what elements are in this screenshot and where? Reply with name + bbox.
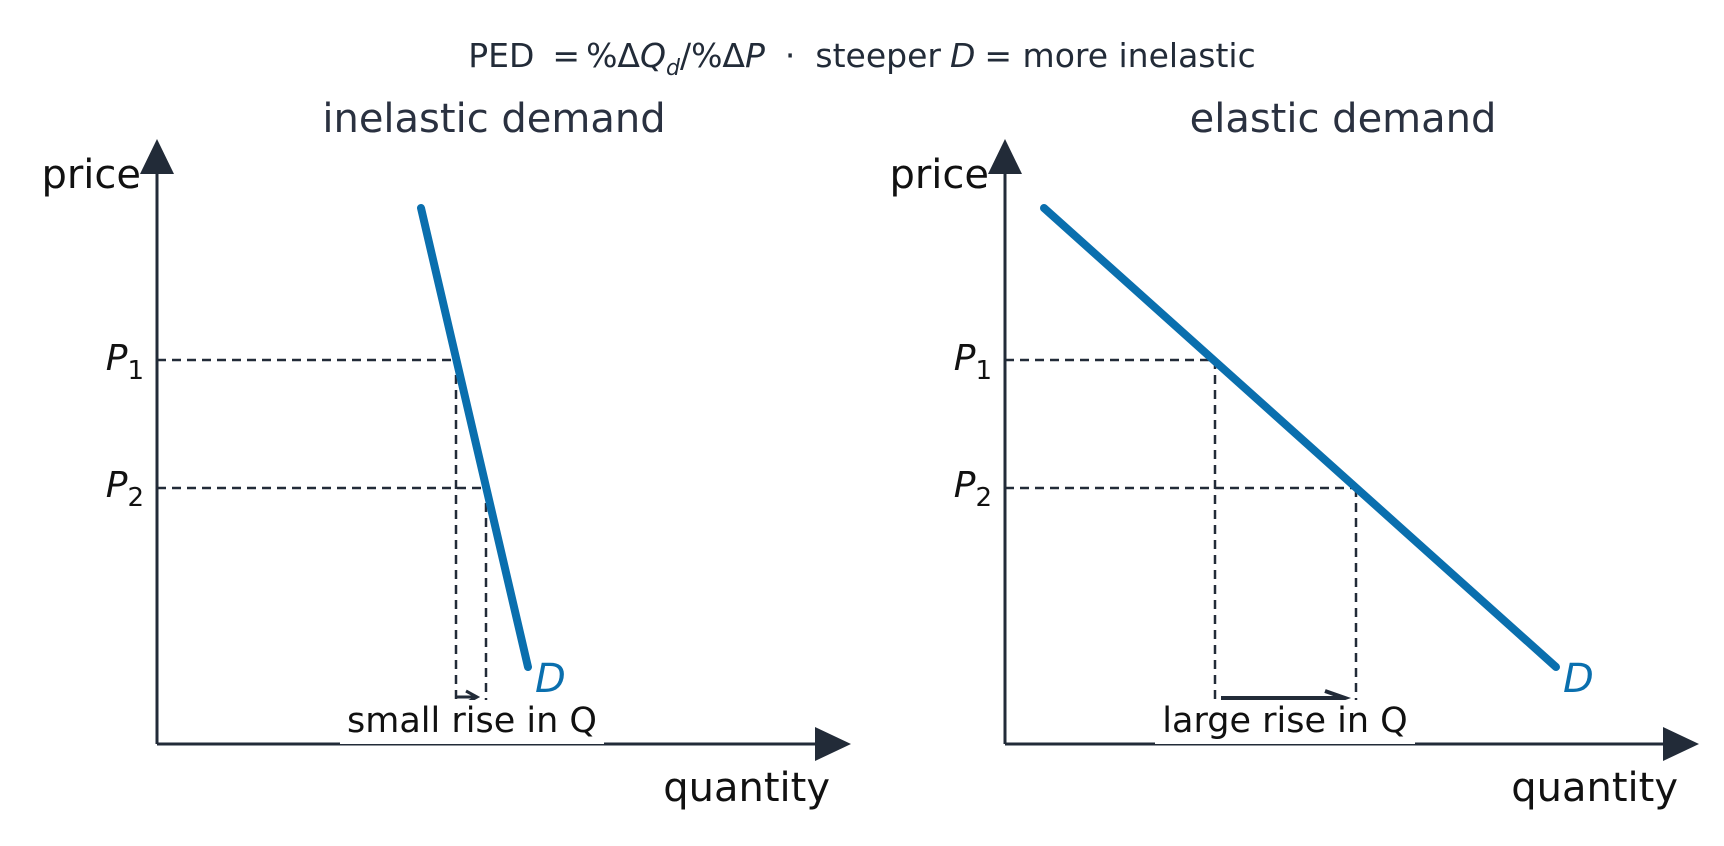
y-axis-label: price: [889, 152, 989, 198]
x-axis-label: quantity: [663, 765, 830, 811]
tail-rest: = more inelastic: [984, 36, 1255, 75]
y-axis-arrow: [140, 139, 174, 174]
panel-title: elastic demand: [1190, 96, 1497, 142]
panel-elastic: elastic demand price quantity P1 P2 D la…: [889, 96, 1699, 811]
panel-title: inelastic demand: [322, 96, 665, 142]
guide-lines: [157, 358, 488, 744]
x-axis-label: quantity: [1511, 765, 1678, 811]
rise-label-bg: [340, 700, 604, 744]
y-axis-arrow: [988, 139, 1022, 174]
guide-lines: [1005, 358, 1358, 744]
formula-separator: ·: [785, 36, 796, 75]
p2-label: P2: [106, 465, 144, 513]
rise-label-bg: [1155, 700, 1415, 744]
tail-d: D: [950, 36, 975, 75]
demand-curve: [1040, 204, 1560, 671]
rise-label: small rise in Q: [347, 701, 597, 741]
ped-formula: PED = %ΔQd/%ΔP · steeper D = more inelastic: [468, 36, 1256, 81]
rise-label: large rise in Q: [1162, 701, 1407, 741]
formula-p: P: [745, 36, 765, 75]
formula-slash: /%Δ: [680, 36, 745, 75]
formula-q: Q: [640, 36, 666, 75]
ped-equals: =: [552, 36, 580, 75]
formula-pct1: %Δ: [586, 36, 640, 75]
y-axis-label: price: [41, 152, 141, 198]
demand-curve-label: D: [1563, 656, 1594, 702]
x-axis-arrow: [1663, 727, 1699, 761]
ped-label: PED: [468, 36, 534, 75]
panel-inelastic: inelastic demand price quantity P1 P2 D …: [41, 96, 851, 811]
formula-sub: d: [666, 56, 681, 81]
p1-label: P1: [954, 338, 992, 386]
demand-curve-label: D: [535, 656, 566, 702]
x-axis-arrow: [815, 727, 851, 761]
p2-label: P2: [954, 465, 992, 513]
p1-label: P1: [106, 338, 144, 386]
tail-steeper: steeper: [815, 36, 941, 75]
demand-curve: [417, 204, 532, 671]
